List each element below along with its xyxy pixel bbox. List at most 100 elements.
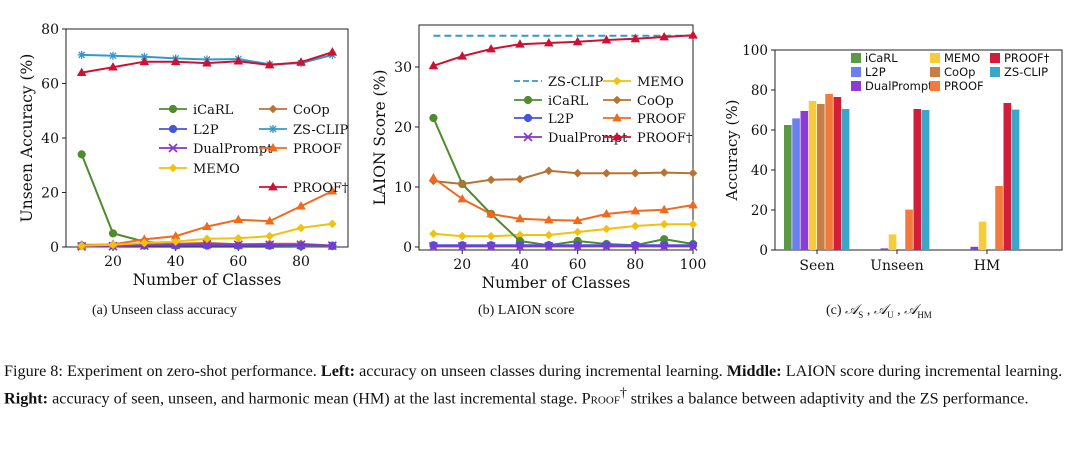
caption-right-label: Right: [4,389,49,408]
data-point-coop [457,179,467,189]
caption-middle-label: Middle: [726,362,782,380]
bar-memo-hm [978,221,987,250]
bar-zs-clip-seen [841,109,850,250]
data-point-proof [264,216,275,225]
subcaption-c-unseen-sub: U [887,309,894,320]
x-tick-label: Unseen [870,258,924,274]
series-memo [77,219,337,250]
data-point-proof-dagger [327,47,338,56]
data-point-coop [688,168,698,178]
bar-icarl-seen [784,125,792,250]
legend-label-coop: CoOp [944,65,975,79]
legend-swatch-memo [930,53,940,63]
data-point-proof [601,209,612,218]
data-point-l2p [602,241,611,250]
legend-label-coop: CoOp [637,94,674,109]
data-point-proof [428,173,439,182]
data-point-proof [543,215,554,224]
series-line-proof [432,177,694,222]
caption-figure-label: Figure 8: [4,362,63,380]
data-point-proof [327,186,338,195]
legend-marker-l2p [168,124,178,134]
legend-marker-proof [268,143,278,152]
legend-label-proof-dagger: PROOF† [293,181,349,196]
data-point-proof [233,214,244,224]
chart-c: 0 20 40 60 80 100 Accuracy (%) Seen Unseen HM iCaR… [723,43,1063,274]
data-point-coop [631,168,640,178]
legend-label-memo: MEMO [637,75,684,90]
data-point-memo [429,229,438,239]
data-point-dualprompt [515,241,525,251]
legend-swatch-proof [930,81,940,91]
data-point-memo [234,233,243,243]
data-point-memo [296,223,306,233]
data-point-proof [688,200,698,209]
y-tick-label: 100 [742,43,768,59]
legend-label-proof: PROOF [944,79,984,93]
bar-zs-clip-unseen [921,110,930,250]
series-coop [429,166,698,189]
legend-label-proof-dagger: PROOF† [1004,51,1050,65]
y-tick-label: 20 [41,186,59,202]
bar-dualprompt-seen [800,111,809,250]
data-point-memo [77,241,86,250]
data-point-proof-dagger [202,58,212,67]
data-point-l2p [429,241,438,250]
legend-swatch-proof-dagger [990,53,1000,63]
legend-marker-zs-clip [269,125,277,133]
y-axis-label: Accuracy (%) [723,99,741,201]
data-point-l2p [688,241,698,250]
data-point-proof-dagger [486,44,496,53]
legend-marker-memo [168,163,178,173]
y-tick-label: 0 [403,240,412,256]
data-point-memo [140,238,149,248]
y-tick-label: 60 [41,77,59,93]
data-point-icarl [108,229,118,238]
y-tick-label: 60 [751,123,768,139]
legend-label-dualprompt: DualPrompt [193,142,273,157]
data-point-proof-dagger [515,39,525,48]
legend-marker-dualprompt [168,143,178,153]
y-tick-label: 40 [751,163,768,179]
data-point-memo [544,230,554,240]
caption-method-mark: † [619,385,627,400]
y-axis-label: LAION Score (%) [371,70,389,206]
data-point-proof-dagger [108,62,118,71]
bar-proof-unseen [905,209,913,250]
data-point-memo [659,219,669,229]
bar-proof-dagger-seen [833,97,842,250]
bar-dualprompt-unseen [880,248,889,250]
legend-label-zs-clip: ZS-CLIP [548,75,604,90]
subcaption-c-prefix: (c) [826,303,842,318]
data-point-memo [573,227,582,237]
legend-marker-l2p [523,113,533,123]
legend-marker-icarl [168,104,178,114]
data-point-memo [602,224,611,234]
data-point-coop [544,166,554,176]
series-proof [428,173,698,224]
y-tick-label: 20 [394,120,412,136]
subcaption-c-seen-symbol: 𝒜 [845,303,859,318]
series-line-coop [433,169,694,186]
legend-marker-proof-dagger [612,132,622,141]
x-tick-label: 20 [104,254,122,270]
data-point-memo [486,231,496,241]
data-point-proof [296,201,306,210]
data-point-coop [515,174,525,184]
data-point-proof-dagger [543,38,554,47]
legend-marker-proof [612,113,622,122]
subcaption-c-seen-sub: S [858,309,864,320]
legend-label-memo: MEMO [193,162,240,177]
data-point-zs-clip [109,51,117,60]
bar-memo-unseen [888,234,897,250]
x-axis-label: Number of Classes [133,271,282,289]
legend-label-zs-clip: ZS-CLIP [293,123,349,138]
data-point-dualprompt [688,241,698,251]
legend-marker-memo [612,76,622,86]
data-point-memo [688,219,698,229]
data-point-proof [170,231,181,240]
bar-l2p-seen [792,118,800,251]
series-proof-dagger [428,30,698,70]
legend-label-coop: CoOp [293,103,330,118]
